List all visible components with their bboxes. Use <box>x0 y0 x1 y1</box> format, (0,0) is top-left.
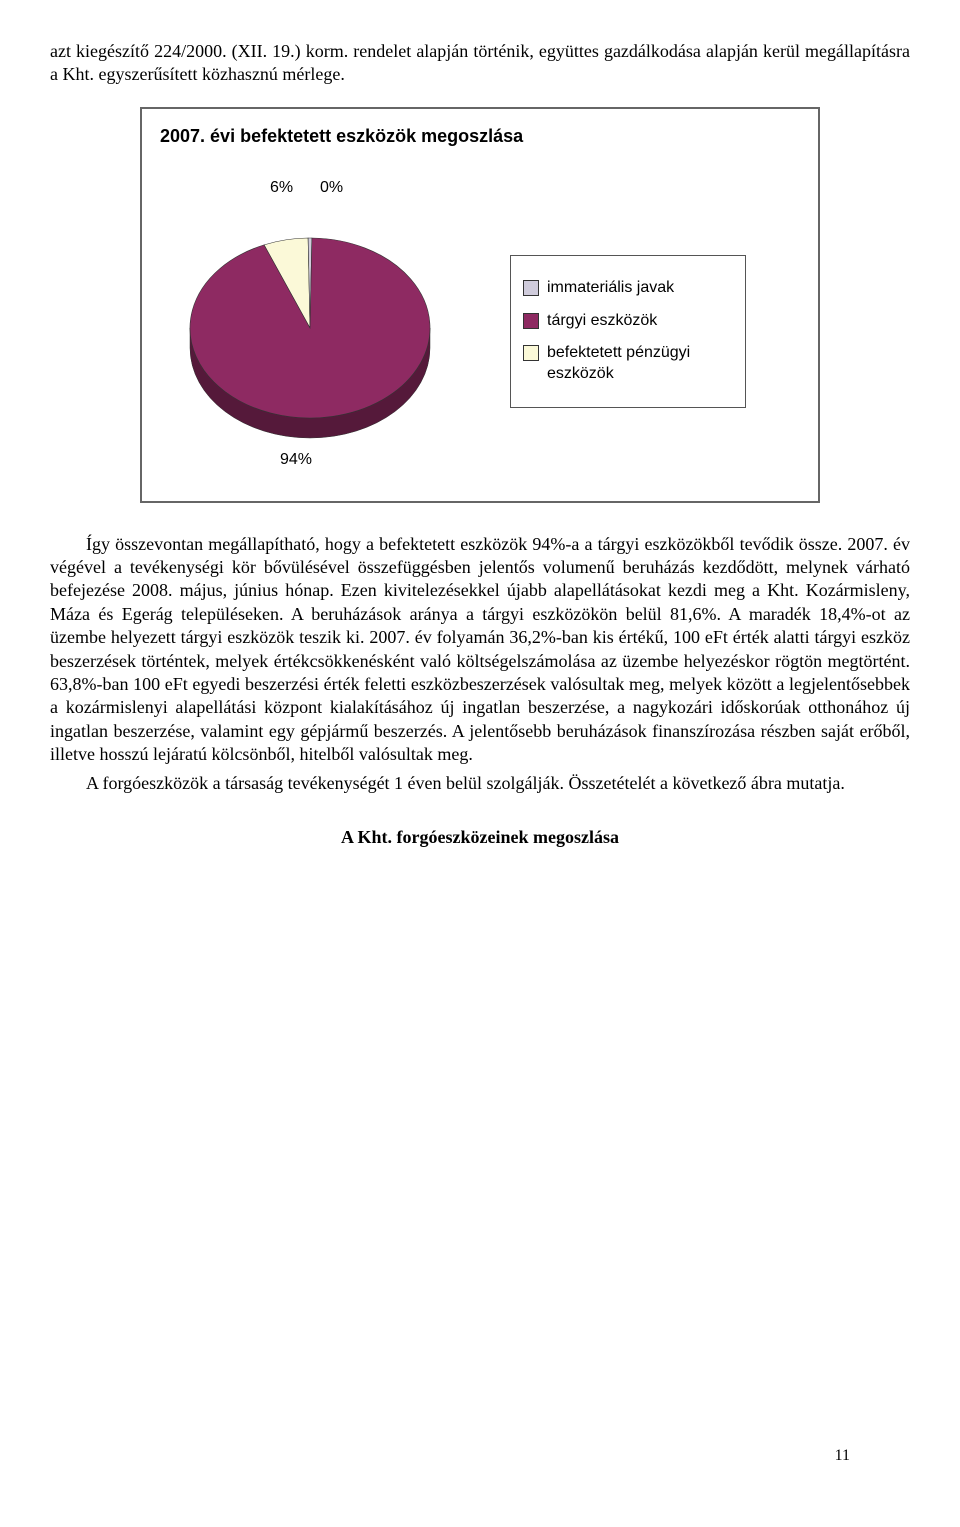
legend-swatch <box>523 280 539 296</box>
pie-label-0pct: 0% <box>320 178 343 199</box>
body-paragraph-1: Így összevontan megállapítható, hogy a b… <box>50 533 910 767</box>
legend-label: tárgyi eszközök <box>547 311 657 332</box>
legend-swatch <box>523 313 539 329</box>
pie-label-94pct: 94% <box>280 450 312 471</box>
legend-label: befektetett pénzügyi eszközök <box>547 343 733 385</box>
pie-chart-box: 2007. évi befektetett eszközök megoszlás… <box>140 107 820 503</box>
subheading: A Kht. forgóeszközeinek megoszlása <box>50 826 910 849</box>
legend-item: befektetett pénzügyi eszközök <box>523 343 733 385</box>
chart-legend: immateriális javak tárgyi eszközök befek… <box>510 255 746 408</box>
body-paragraph-2: A forgóeszközök a társaság tevékenységét… <box>50 772 910 795</box>
legend-label: immateriális javak <box>547 278 674 299</box>
intro-paragraph: azt kiegészítő 224/2000. (XII. 19.) korm… <box>50 40 910 87</box>
pie-chart: 6% 0% 94% <box>160 178 500 484</box>
chart-title: 2007. évi befektetett eszközök megoszlás… <box>160 125 800 148</box>
legend-item: immateriális javak <box>523 278 733 299</box>
pie-label-6pct: 6% <box>270 178 293 199</box>
legend-swatch <box>523 345 539 361</box>
page-number: 11 <box>835 1446 850 1467</box>
legend-item: tárgyi eszközök <box>523 311 733 332</box>
